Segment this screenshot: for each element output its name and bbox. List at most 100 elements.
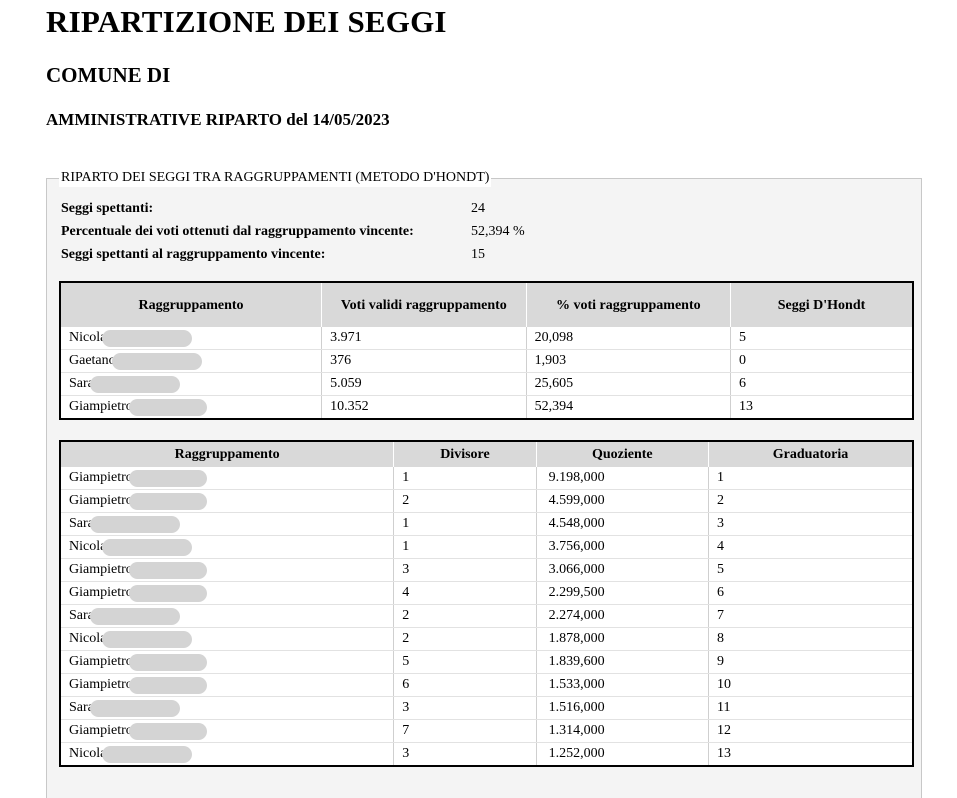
group-name: Sara (69, 700, 94, 715)
redaction-mark (129, 677, 207, 694)
redaction-mark (129, 470, 207, 487)
summary-label: Percentuale dei voti ottenuti dal raggru… (61, 224, 414, 239)
group-name: Nicola (69, 631, 107, 646)
redaction-mark (129, 562, 207, 579)
group-name-cell: Giampietro (60, 719, 394, 743)
table-row: Sara 5.059 25,605 6 (60, 372, 913, 396)
table-cell: 1 (393, 467, 537, 490)
table-cell: 12 (708, 719, 913, 743)
table-cell: 3 (708, 512, 913, 536)
table-cell: 2 (708, 489, 913, 513)
table-cell: 13 (730, 395, 913, 420)
group-name-cell: Giampietro (60, 467, 394, 490)
table-cell: 1.878,000 (535, 627, 709, 651)
table-row: Giampietro 1 9.198,000 1 (60, 467, 913, 490)
table-cell: 3 (393, 742, 537, 767)
group-name-cell: Gaetano (60, 349, 322, 373)
table-cell: 376 (321, 349, 527, 373)
table-cell: 4 (393, 581, 537, 605)
summary-row: Seggi spettanti al raggruppamento vincen… (61, 243, 525, 266)
table-cell: 1 (708, 467, 913, 490)
table-header-row: Raggruppamento Voti validi raggruppament… (60, 282, 913, 327)
table-row: Nicola 1 3.756,000 4 (60, 535, 913, 559)
table-cell: 5 (730, 327, 913, 350)
table-cell: 4.599,000 (535, 489, 709, 513)
column-header: Graduatoria (708, 441, 913, 467)
table-cell: 20,098 (525, 327, 731, 350)
summary-row: Seggi spettanti: 24 (61, 197, 525, 220)
summary-row: Percentuale dei voti ottenuti dal raggru… (61, 220, 525, 243)
table-row: Giampietro 4 2.299,500 6 (60, 581, 913, 605)
group-name-cell: Sara (60, 696, 394, 720)
table-row: Sara 1 4.548,000 3 (60, 512, 913, 536)
group-name-cell: Sara (60, 604, 394, 628)
table-cell: 7 (708, 604, 913, 628)
group-name-cell: Nicola (60, 627, 394, 651)
table-row: Nicola 3.971 20,098 5 (60, 327, 913, 350)
table-row: Gaetano 376 1,903 0 (60, 349, 913, 373)
table-cell: 10 (708, 673, 913, 697)
group-name: Sara (69, 608, 94, 623)
table-cell: 8 (708, 627, 913, 651)
table-cell: 52,394 (525, 395, 731, 420)
table-cell: 9.198,000 (535, 467, 709, 490)
table-cell: 1.516,000 (535, 696, 709, 720)
group-name: Giampietro (69, 723, 133, 738)
group-name: Sara (69, 376, 94, 391)
group-name: Nicola (69, 330, 107, 345)
table-row: Sara 3 1.516,000 11 (60, 696, 913, 720)
group-name: Giampietro (69, 470, 133, 485)
column-header: Divisore (393, 441, 537, 467)
group-name: Giampietro (69, 493, 133, 508)
summary-value: 24 (471, 201, 485, 216)
table-row: Giampietro 6 1.533,000 10 (60, 673, 913, 697)
column-header: Quoziente (535, 441, 709, 467)
table-cell: 9 (708, 650, 913, 674)
table-cell: 4 (708, 535, 913, 559)
page-title: RIPARTIZIONE DEI SEGGI (46, 4, 447, 39)
table-cell: 4.548,000 (535, 512, 709, 536)
group-name: Giampietro (69, 399, 133, 414)
table-cell: 3.971 (321, 327, 527, 350)
column-header: Raggruppamento (60, 282, 322, 327)
group-name-cell: Giampietro (60, 558, 394, 582)
table-cell: 6 (393, 673, 537, 697)
group-name: Giampietro (69, 562, 133, 577)
table-cell: 5.059 (321, 372, 527, 396)
table-row: Nicola 3 1.252,000 13 (60, 742, 913, 767)
table-cell: 5 (708, 558, 913, 582)
table-cell: 2.299,500 (535, 581, 709, 605)
table-row: Giampietro 3 3.066,000 5 (60, 558, 913, 582)
redaction-mark (102, 539, 192, 556)
table-cell: 3.756,000 (535, 535, 709, 559)
redaction-mark (102, 330, 192, 347)
group-name: Gaetano (69, 353, 116, 368)
table-header-row: Raggruppamento Divisore Quoziente Gradua… (60, 441, 913, 467)
column-header: Seggi D'Hondt (730, 282, 913, 327)
group-name-cell: Sara (60, 372, 322, 396)
group-name-cell: Sara (60, 512, 394, 536)
table-cell: 1.839,600 (535, 650, 709, 674)
table-cell: 10.352 (321, 395, 527, 420)
group-name-cell: Nicola (60, 535, 394, 559)
table-cell: 1.314,000 (535, 719, 709, 743)
group-name: Giampietro (69, 677, 133, 692)
group-name: Nicola (69, 539, 107, 554)
table-cell: 6 (708, 581, 913, 605)
table-cell: 3 (393, 558, 537, 582)
redaction-mark (90, 376, 180, 393)
table-cell: 3.066,000 (535, 558, 709, 582)
table-row: Sara 2 2.274,000 7 (60, 604, 913, 628)
column-header: Raggruppamento (60, 441, 394, 467)
table-cell: 13 (708, 742, 913, 767)
table-cell: 6 (730, 372, 913, 396)
redaction-mark (129, 585, 207, 602)
group-name-cell: Giampietro (60, 650, 394, 674)
table-cell: 1 (393, 512, 537, 536)
column-header: % voti raggruppamento (525, 282, 731, 327)
summary-label: Seggi spettanti: (61, 201, 154, 216)
section-legend: RIPARTO DEI SEGGI TRA RAGGRUPPAMENTI (ME… (59, 169, 492, 187)
votes-table: Raggruppamento Voti validi raggruppament… (59, 281, 914, 420)
redaction-mark (112, 353, 202, 370)
table-row: Nicola 2 1.878,000 8 (60, 627, 913, 651)
